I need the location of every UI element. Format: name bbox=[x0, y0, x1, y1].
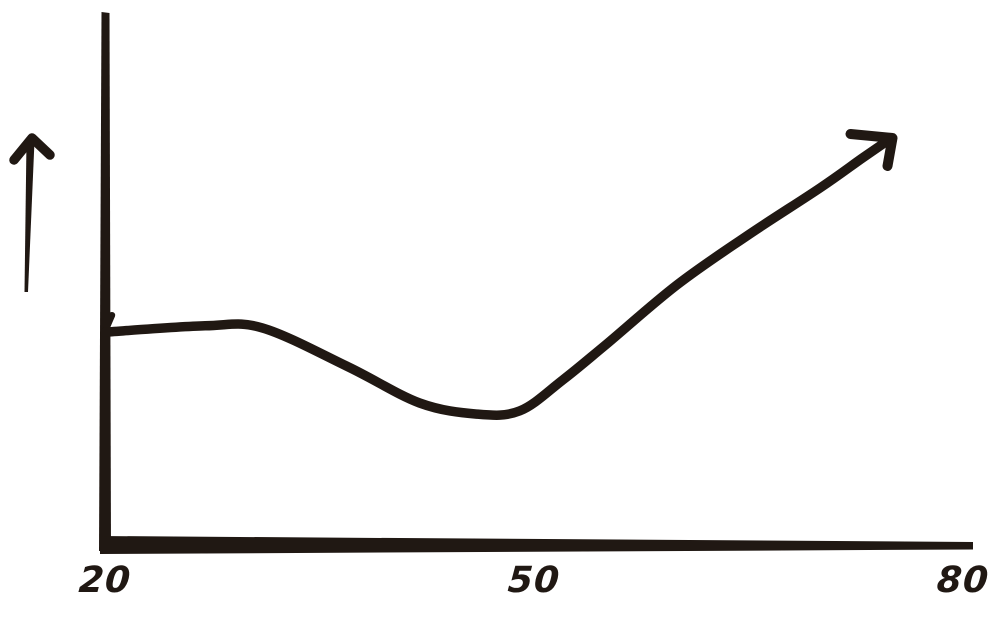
y-axis-up-arrow bbox=[9, 133, 55, 292]
curve-end-arrowhead-icon bbox=[845, 129, 898, 171]
up-arrow-head-icon bbox=[9, 133, 55, 165]
x-tick-label-80: 80 bbox=[935, 560, 991, 601]
x-tick-label-20: 20 bbox=[77, 560, 133, 601]
data-curve bbox=[100, 133, 897, 420]
x-axis-line bbox=[100, 536, 973, 554]
x-tick-label-50: 50 bbox=[506, 560, 562, 601]
y-axis-line bbox=[99, 12, 111, 551]
up-arrow-shaft bbox=[24, 141, 35, 292]
